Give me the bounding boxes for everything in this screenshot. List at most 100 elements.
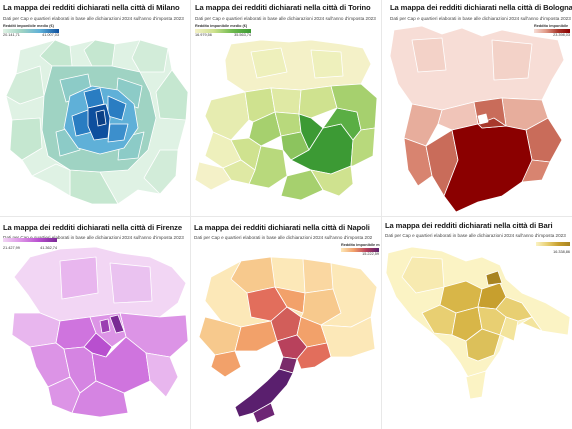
legend-max: 15.222,59 <box>362 252 379 256</box>
zone-area <box>302 258 334 294</box>
zone-area <box>155 69 189 121</box>
choropleth-map-bari[interactable] <box>382 217 572 429</box>
legend: 16.338,86 <box>536 241 570 257</box>
legend-max: 23.398,03 <box>553 33 570 37</box>
map-panel-firenze: La mappa dei redditi dichiarati nella ci… <box>0 217 190 429</box>
zone-area <box>5 65 45 105</box>
map-title: La mappa dei redditi dichiarati nella ci… <box>194 223 370 232</box>
zone-area <box>71 380 129 418</box>
zone-area <box>350 127 376 167</box>
zone-area <box>465 370 487 400</box>
zone-area <box>403 137 433 187</box>
zone-area <box>403 103 443 147</box>
zone-area <box>204 91 250 141</box>
map-subtitle: Dati per Cap e quartieri elaborati in ba… <box>3 235 184 240</box>
zone-area <box>107 95 127 121</box>
zone-area <box>280 169 324 201</box>
legend: Redditi imponibile medio (€) 20.141,71 4… <box>3 24 59 40</box>
map-title: La mappa dei redditi dichiarati nella ci… <box>3 3 180 12</box>
map-panel-napoli: La mappa dei redditi dichiarati nella ci… <box>191 217 381 429</box>
zone-area <box>131 39 169 73</box>
map-subtitle: Dati per Cap e quartieri elaborati in ba… <box>3 16 184 21</box>
legend-color-ramp <box>195 29 251 33</box>
legend-min: 21.427,99 <box>3 246 20 250</box>
map-title: La mappa dei redditi dichiarati nella ci… <box>385 221 553 230</box>
map-subtitle: Dati per Cap e quartieri elaborati in ba… <box>194 235 373 240</box>
zone-area <box>234 368 294 418</box>
legend-max: 16.338,86 <box>553 250 570 254</box>
zone-area <box>109 262 153 304</box>
zone-area <box>252 402 276 424</box>
zone-area <box>411 37 447 73</box>
choropleth-map-firenze[interactable] <box>0 217 190 429</box>
zone-area <box>210 350 242 378</box>
map-title: La mappa dei redditi dichiarati nella ci… <box>390 3 572 12</box>
zone-area <box>521 316 543 332</box>
legend: Reddito imponibile m 15.222,59 <box>341 243 380 259</box>
zone-area <box>194 161 232 191</box>
zone-area <box>248 111 282 147</box>
legend-color-ramp <box>534 29 570 33</box>
zone-area <box>59 256 99 300</box>
map-panel-bari: La mappa dei redditi dichiarati nella ci… <box>382 217 572 429</box>
zone-area <box>107 123 129 143</box>
zone-area <box>310 165 354 197</box>
choropleth-map-milano[interactable] <box>0 0 190 216</box>
divider <box>0 216 572 217</box>
legend-title: Reddito imponibile <box>534 24 569 28</box>
divider <box>190 0 191 429</box>
map-panel-milano: La mappa dei redditi dichiarati nella ci… <box>0 0 190 216</box>
zone-area <box>477 117 507 129</box>
legend-min: 20.141,71 <box>3 33 20 37</box>
zone-area <box>320 316 376 358</box>
map-panel-torino: La mappa dei redditi dichiarati nella ci… <box>191 0 381 216</box>
legend-color-ramp <box>536 242 570 246</box>
zone-area <box>31 163 71 197</box>
legend-color-ramp <box>341 248 379 252</box>
zone-area <box>298 85 338 119</box>
zone-area <box>292 368 306 378</box>
zone-area <box>499 316 519 342</box>
legend-max: 41.362,74 <box>40 246 57 250</box>
zone-area <box>13 246 187 322</box>
zone-area <box>234 320 278 352</box>
divider <box>381 0 382 429</box>
legend: Reddito imponibile 23.398,03 <box>534 24 570 40</box>
legend-color-ramp <box>3 29 59 33</box>
zone-area <box>9 117 43 161</box>
zone-area <box>250 47 288 79</box>
legend-title: Reddito imponibile medio (€) <box>195 24 248 28</box>
legend-title: Reddito imponibile m <box>341 243 380 247</box>
zone-area <box>222 159 256 185</box>
map-subtitle: Dati per Cap e quartieri elaborati in ba… <box>385 233 566 238</box>
zone-area <box>485 270 503 286</box>
legend: 21.427,99 41.362,74 <box>3 237 57 253</box>
choropleth-map-napoli[interactable] <box>191 217 381 429</box>
zone-area <box>95 109 107 127</box>
map-panel-bologna: La mappa dei redditi dichiarati nella ci… <box>382 0 572 216</box>
zone-area <box>491 39 533 81</box>
zone-area <box>99 318 111 334</box>
zone-area <box>443 123 533 213</box>
legend-color-ramp <box>3 238 57 242</box>
zone-area <box>224 39 372 93</box>
legend-max: 41.007,03 <box>42 33 59 37</box>
map-title: La mappa dei redditi dichiarati nella ci… <box>195 3 371 12</box>
zone-area <box>11 312 61 348</box>
choropleth-map-bologna[interactable] <box>382 0 572 216</box>
zone-area <box>401 256 445 294</box>
legend-max: 35.563,74 <box>234 33 251 37</box>
zone-area <box>270 87 302 115</box>
zone-area <box>477 113 489 125</box>
zone-area <box>310 49 344 79</box>
zone-area <box>109 314 125 334</box>
zone-area <box>83 87 105 109</box>
legend-min: 16.979,56 <box>195 33 212 37</box>
zone-area <box>145 352 179 398</box>
map-title: La mappa dei redditi dichiarati nella ci… <box>3 223 183 232</box>
legend-title: Redditi imponibile medio (€) <box>3 24 54 28</box>
choropleth-map-torino[interactable] <box>191 0 381 216</box>
zone-area <box>465 328 501 362</box>
map-subtitle: Dati per Cap e quartieri elaborati in ba… <box>390 16 571 21</box>
legend: Reddito imponibile medio (€) 16.979,56 3… <box>195 24 251 40</box>
